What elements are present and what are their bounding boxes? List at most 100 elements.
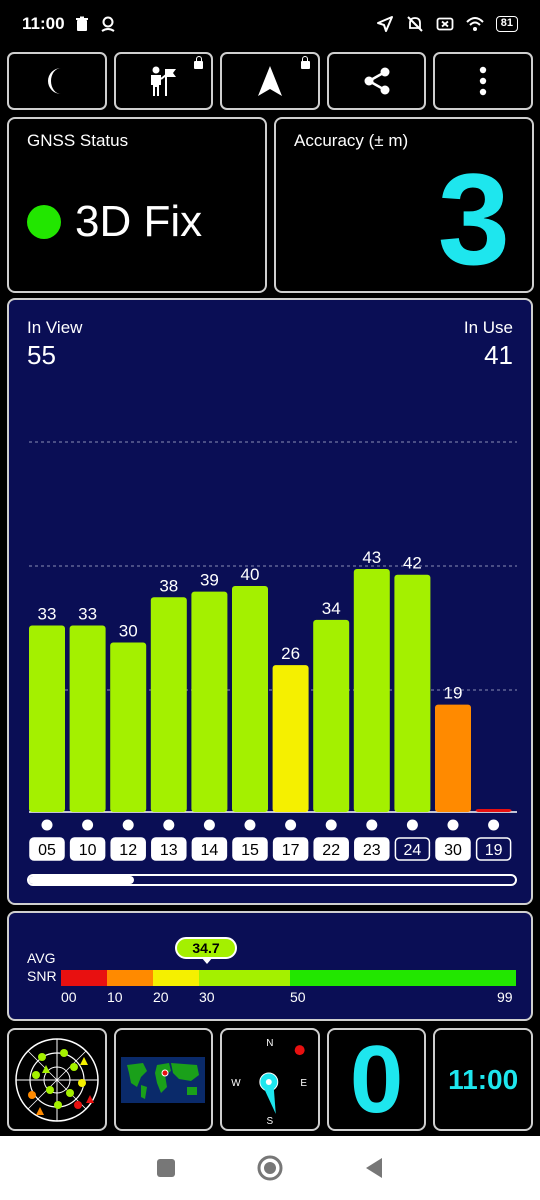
snr-tick-label: 99	[497, 989, 513, 1005]
snr-scale-segment	[290, 970, 516, 986]
snr-bar	[69, 625, 106, 812]
snr-scale-segment	[153, 970, 199, 986]
moon-icon	[47, 68, 61, 94]
satellite-signal-panel[interactable]: In View 55 In Use 41 33 05 33 10 30 12 38 13 39 1…	[7, 298, 533, 905]
compass-north: N	[266, 1038, 273, 1049]
snr-color-scale	[61, 970, 516, 986]
snr-tick-label: 30	[199, 989, 215, 1005]
bar-value-label: 33	[38, 605, 57, 624]
bar-value-label: 33	[78, 605, 97, 624]
navigation-arrow-icon	[257, 66, 282, 96]
gnss-status-title: GNSS Status	[27, 131, 129, 150]
snr-bar	[394, 574, 431, 812]
sky-plot-icon	[15, 1037, 99, 1122]
trash-icon	[75, 16, 88, 31]
bar-value-label: 39	[200, 571, 219, 590]
prn-label: 10	[79, 842, 97, 859]
prn-label-box	[232, 837, 268, 861]
bar-value-label: 40	[241, 565, 260, 584]
no-sim-icon	[436, 17, 454, 31]
back-triangle-icon[interactable]	[364, 1157, 384, 1179]
bar-value-label: 34	[322, 599, 341, 618]
in-view-label: In View	[27, 318, 83, 337]
in-use-dot	[41, 819, 53, 831]
recents-square-icon[interactable]	[156, 1158, 176, 1178]
accuracy-value: 3	[437, 146, 510, 292]
wifi-icon	[466, 17, 484, 31]
share-icon	[364, 67, 390, 95]
prn-label-box	[110, 837, 146, 861]
prn-label: 22	[322, 842, 340, 859]
prn-label-box	[475, 837, 512, 861]
compass-west: W	[231, 1077, 241, 1088]
in-use-dot	[285, 819, 297, 831]
snr-tick-label: 50	[290, 989, 306, 1005]
snr-bar-chart: 33 05 33 10 30 12 38 13 39 14 40 15 26 17 34 22 43 23 42 24…	[29, 441, 517, 861]
accuracy-title: Accuracy (± m)	[294, 131, 409, 150]
prn-label-box	[69, 837, 106, 861]
snr-bar	[353, 569, 390, 812]
clock-value: 11:00	[448, 1063, 519, 1095]
fix-indicator: 3D Fix	[27, 197, 202, 247]
chart-scroll-thumb[interactable]	[29, 876, 134, 884]
in-use-dot	[488, 819, 500, 831]
night-mode-button[interactable]	[7, 52, 107, 110]
in-use-dot	[447, 819, 459, 831]
prn-label-box	[354, 837, 390, 861]
prn-label-box	[191, 837, 228, 861]
prn-label: 17	[282, 842, 300, 859]
bar-value-label: 26	[281, 644, 300, 663]
prn-label: 19	[485, 842, 503, 859]
prn-label: 23	[363, 842, 381, 859]
bottom-tiles: N S E W 0 11:00	[7, 1028, 533, 1131]
snr-bar	[435, 704, 471, 812]
home-circle-icon[interactable]	[256, 1154, 284, 1182]
avg-snr-panel[interactable]: AVG SNR 00 10 20 30 50 99 34.7	[7, 911, 533, 1021]
gps-arrow-icon	[376, 16, 393, 32]
prn-label: 30	[444, 842, 462, 859]
reference-point-button[interactable]	[113, 52, 214, 110]
accuracy-panel[interactable]: Accuracy (± m) 3	[274, 117, 534, 293]
world-map-icon	[121, 1056, 206, 1103]
prn-label-box	[272, 837, 309, 861]
compass-south: S	[267, 1115, 274, 1126]
in-use-dot	[366, 819, 378, 831]
overflow-menu-button[interactable]	[433, 52, 533, 110]
snr-tick-label: 00	[61, 989, 77, 1005]
satellites-count-tile[interactable]: 0	[326, 1028, 427, 1131]
compass-east: E	[301, 1077, 308, 1088]
compass-tile[interactable]: N S E W	[220, 1028, 320, 1131]
navigation-button[interactable]	[220, 52, 320, 110]
sky-view-tile[interactable]	[7, 1028, 107, 1131]
in-use-dot	[244, 819, 256, 831]
in-view-count: 55	[27, 340, 56, 370]
chart-scrollbar[interactable]	[27, 874, 517, 886]
in-use-dot	[163, 819, 175, 831]
location-pin-icon	[100, 16, 115, 32]
bar-value-label: 38	[159, 576, 178, 595]
snr-bar	[191, 591, 228, 812]
bar-value-label: 42	[403, 554, 422, 573]
fix-status-dot	[27, 205, 61, 239]
map-tile[interactable]	[113, 1028, 214, 1131]
in-use-dot	[122, 819, 134, 831]
bar-value-label: 19	[444, 684, 463, 703]
snr-bar	[232, 586, 268, 812]
share-button[interactable]	[326, 52, 427, 110]
in-use-label: In Use	[463, 318, 513, 337]
prn-label: 14	[201, 842, 219, 859]
status-bar: 11:00 81	[0, 0, 540, 48]
snr-bar	[29, 625, 65, 812]
prn-label: 24	[404, 842, 422, 859]
prn-label-box	[151, 837, 187, 861]
toolbar	[7, 52, 533, 110]
status-time: 11:00	[22, 14, 65, 33]
in-use-dot	[406, 819, 418, 831]
in-use-dot	[325, 819, 337, 831]
bar-value-label: 43	[362, 548, 381, 567]
in-use-dot	[203, 819, 215, 831]
gnss-status-panel[interactable]: GNSS Status 3D Fix	[7, 117, 267, 293]
lock-icon	[300, 56, 310, 69]
clock-tile[interactable]: 11:00	[433, 1028, 533, 1131]
snr-scale-segment	[199, 970, 290, 986]
